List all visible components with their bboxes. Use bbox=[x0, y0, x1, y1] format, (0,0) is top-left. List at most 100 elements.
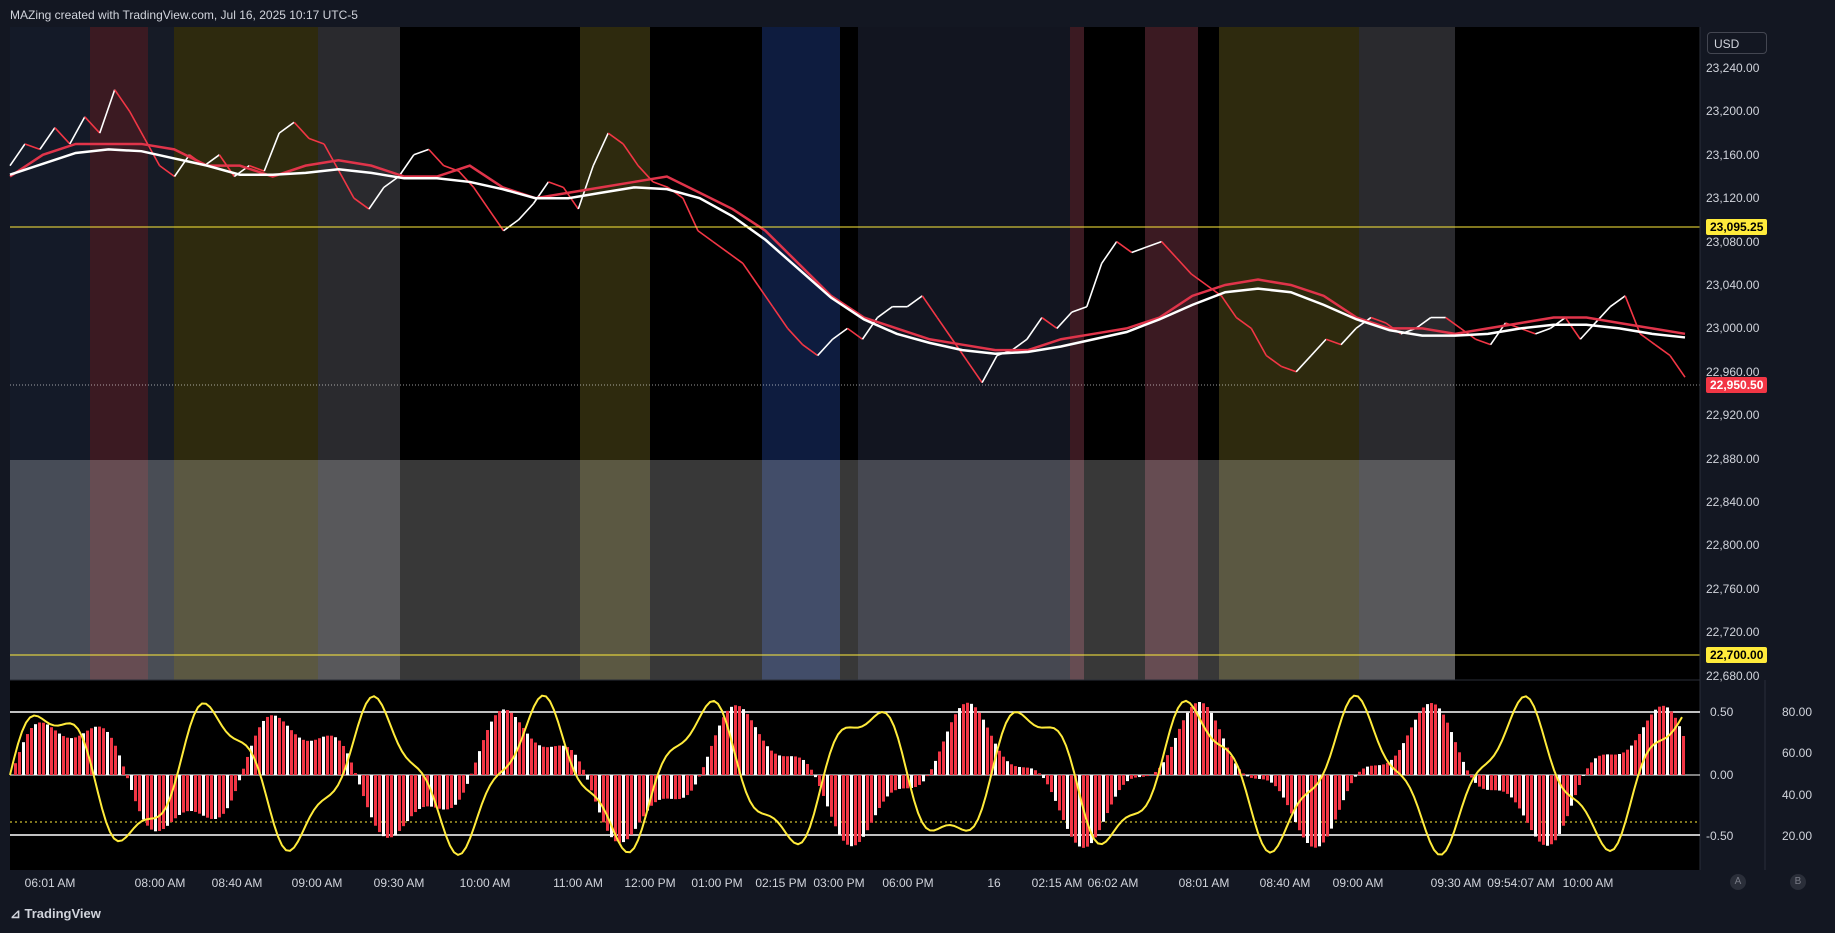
price-segment bbox=[832, 327, 848, 340]
oscillator-bar bbox=[1582, 775, 1585, 776]
oscillator-bar bbox=[402, 775, 405, 827]
price-segment bbox=[1056, 311, 1073, 329]
price-segment bbox=[1116, 240, 1133, 254]
oscillator-bar bbox=[22, 742, 25, 775]
lower-level-tag: 22,700.00 bbox=[1706, 647, 1768, 663]
oscillator-bar bbox=[854, 775, 857, 846]
price-segment bbox=[84, 116, 101, 134]
time-axis-label: 12:00 PM bbox=[624, 876, 676, 890]
oscillator-bar bbox=[1502, 775, 1505, 792]
oscillator-bar bbox=[1106, 775, 1109, 814]
oscillator-bar bbox=[622, 775, 625, 843]
price-axis-label: 23,080.00 bbox=[1706, 234, 1760, 249]
time-axis-label: 16 bbox=[987, 876, 1001, 890]
oscillator-bar bbox=[1666, 707, 1669, 775]
oscillator-bar bbox=[1234, 763, 1237, 775]
price-segment bbox=[1549, 316, 1566, 330]
oscillator-bar bbox=[198, 775, 201, 814]
oscillator-bar bbox=[1466, 770, 1469, 775]
oscillator-bar bbox=[226, 775, 229, 809]
oscillator-bar bbox=[1566, 775, 1569, 817]
oscillator-bar bbox=[1110, 775, 1113, 805]
oscillator-bar bbox=[1450, 732, 1453, 775]
oscillator-bar bbox=[950, 722, 953, 775]
oscillator-bar bbox=[1270, 775, 1273, 783]
oscillator-bar bbox=[694, 775, 697, 785]
price-segment bbox=[159, 165, 175, 178]
oscillator-bar bbox=[1046, 775, 1049, 785]
oscillator-bar bbox=[698, 775, 701, 777]
oscillator-bar bbox=[1318, 775, 1321, 847]
pane-button-b[interactable]: B bbox=[1790, 874, 1806, 890]
osc-right-label-80: 80.00 bbox=[1782, 705, 1813, 719]
oscillator-bar bbox=[370, 775, 373, 818]
oscillator-bar bbox=[298, 737, 301, 775]
price-axis-label: 22,840.00 bbox=[1706, 495, 1760, 509]
oscillator-bar bbox=[166, 775, 169, 826]
oscillator-bar bbox=[1146, 775, 1149, 777]
oscillator-bar bbox=[522, 728, 525, 775]
oscillator-bar bbox=[142, 775, 145, 820]
oscillator-bar bbox=[1662, 705, 1665, 775]
oscillator-bar bbox=[734, 705, 737, 775]
oscillator-bar bbox=[338, 740, 341, 775]
oscillator-bar bbox=[1066, 775, 1069, 829]
oscillator-bar bbox=[42, 722, 45, 775]
price-segment bbox=[1624, 295, 1641, 335]
oscillator-bar bbox=[1386, 762, 1389, 775]
currency-button[interactable]: USD bbox=[1707, 32, 1767, 54]
price-segment bbox=[413, 148, 430, 156]
oscillator-bar bbox=[742, 709, 745, 775]
oscillator-bar bbox=[702, 767, 705, 775]
price-axis-label: 23,160.00 bbox=[1706, 147, 1760, 162]
oscillator-bar bbox=[478, 751, 481, 775]
oscillator-bar bbox=[1578, 775, 1581, 786]
oscillator-bar bbox=[858, 775, 861, 842]
oscillator-bar bbox=[610, 775, 613, 838]
oscillator-bar bbox=[1358, 771, 1361, 775]
oscillator-bar bbox=[150, 775, 153, 830]
oscillator-bar bbox=[1354, 775, 1357, 777]
oscillator-bar bbox=[314, 739, 317, 775]
oscillator-bar bbox=[46, 724, 49, 775]
oscillator-bar bbox=[1194, 703, 1197, 775]
price-segment bbox=[742, 262, 759, 286]
oscillator-bar bbox=[290, 730, 293, 775]
oscillator-bar bbox=[214, 775, 217, 819]
oscillator-bar bbox=[310, 740, 313, 775]
price-segment bbox=[1131, 246, 1147, 254]
oscillator-bar bbox=[458, 775, 461, 800]
price-segment bbox=[592, 132, 609, 166]
oscillator-bar bbox=[1210, 712, 1213, 775]
oscillator-bar bbox=[886, 775, 889, 797]
oscillator-bar bbox=[1094, 775, 1097, 838]
oscillator-bar bbox=[494, 715, 497, 775]
oscillator-bar bbox=[1018, 766, 1021, 775]
oscillator-bar bbox=[1638, 733, 1641, 775]
oscillator-bar bbox=[826, 775, 829, 807]
oscillator-bar bbox=[662, 775, 665, 799]
oscillator-bar bbox=[794, 756, 797, 775]
oscillator-bar bbox=[1474, 775, 1477, 783]
oscillator-bar bbox=[410, 775, 413, 817]
oscillator-bar bbox=[998, 750, 1001, 775]
oscillator-bar bbox=[1470, 775, 1473, 778]
price-axis-label: 22,760.00 bbox=[1706, 581, 1760, 596]
oscillator-bar bbox=[122, 766, 125, 775]
oscillator-bar bbox=[342, 745, 345, 775]
oscillator-bar bbox=[1218, 729, 1221, 775]
time-axis-label: 09:30 AM bbox=[373, 876, 425, 890]
oscillator-bar bbox=[1370, 765, 1373, 775]
moving-average-white bbox=[9, 148, 1686, 355]
oscillator-bar bbox=[1586, 768, 1589, 775]
price-segment bbox=[69, 116, 86, 145]
price-segment bbox=[1160, 241, 1178, 259]
oscillator-bar bbox=[334, 737, 337, 775]
price-segment bbox=[548, 181, 564, 189]
pane-button-a[interactable]: A bbox=[1730, 874, 1746, 890]
oscillator-bar bbox=[126, 775, 129, 779]
oscillator-bar bbox=[1426, 704, 1429, 775]
oscillator-bar bbox=[390, 775, 393, 838]
oscillator-bar bbox=[462, 775, 465, 793]
